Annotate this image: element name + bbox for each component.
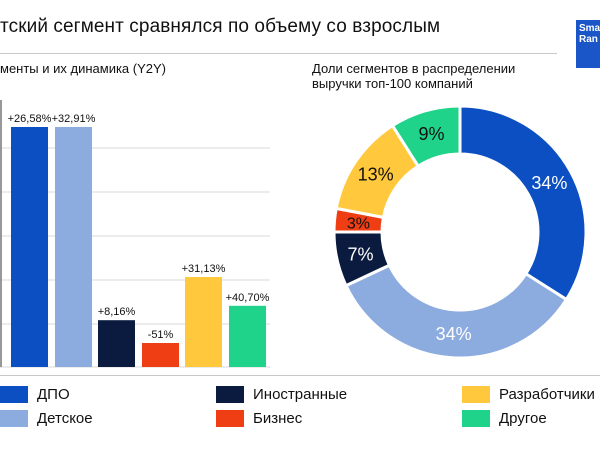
legend-label: Разработчики xyxy=(499,386,595,403)
bar-value-label: +26,58% xyxy=(8,113,52,125)
legend-swatch xyxy=(216,386,244,403)
title-divider xyxy=(0,53,557,54)
donut-slice-label: 9% xyxy=(419,124,445,144)
bar-value-label: +32,91% xyxy=(52,113,96,125)
bar-4 xyxy=(142,343,179,367)
bar-value-label: +31,13% xyxy=(182,263,226,275)
bar-1 xyxy=(11,127,48,367)
legend-label: Другое xyxy=(499,410,547,427)
bar-6 xyxy=(229,305,266,367)
legend-item: ДПО xyxy=(0,386,70,403)
legend-swatch xyxy=(462,410,490,427)
donut-slice-label: 7% xyxy=(347,244,373,264)
legend-label: Иностранные xyxy=(253,386,348,403)
legend-item: Разработчики xyxy=(462,386,595,403)
donut-subtitle-line-1: Доли сегментов в распределении xyxy=(312,61,516,76)
donut-slice-label: 13% xyxy=(358,165,394,185)
legend-label: ДПО xyxy=(37,386,70,403)
bar-chart: +26,58% +32,91% +8,16% -51% +31,13% +40,70% xyxy=(0,100,270,368)
legend-item: Иностранные xyxy=(216,386,347,403)
legend-divider xyxy=(0,375,600,376)
donut-slice-2 xyxy=(343,263,569,360)
legend-item: Бизнес xyxy=(216,410,302,427)
bar-chart-subtitle: менты и их динамика (Y2Y) xyxy=(0,61,167,76)
donut-slice-label: 34% xyxy=(531,173,567,193)
donut-slice-label: 34% xyxy=(436,324,472,344)
logo-line-2: Ran xyxy=(579,34,598,45)
bar-5 xyxy=(185,277,222,367)
legend-swatch xyxy=(0,410,28,427)
brand-logo: Sma Ran xyxy=(576,20,600,68)
donut-slice-1 xyxy=(458,104,588,302)
donut-slice-label: 3% xyxy=(347,215,370,232)
legend-label: Детское xyxy=(37,410,93,427)
legend-label: Бизнес xyxy=(253,410,303,427)
donut-chart-subtitle: Доли сегментов в распределении выручки т… xyxy=(312,61,515,91)
legend-item: Другое xyxy=(462,410,547,427)
legend-swatch xyxy=(216,410,244,427)
donut-chart: 34% 34% 7% 3% 13% 9% xyxy=(332,104,588,360)
bar-value-label: -51% xyxy=(148,329,174,341)
donut-slice-6 xyxy=(390,104,462,169)
bar-3 xyxy=(98,320,135,367)
page-title: тский сегмент сравнялся по объему со взр… xyxy=(0,16,441,37)
legend-swatch xyxy=(462,386,490,403)
bar-2 xyxy=(55,127,92,367)
legend-swatch xyxy=(0,386,28,403)
donut-subtitle-line-2: выручки топ-100 компаний xyxy=(312,76,473,91)
logo-line-1: Sma xyxy=(579,23,600,34)
bar-value-label: +40,70% xyxy=(226,292,270,304)
bar-value-label: +8,16% xyxy=(98,306,136,318)
legend-item: Детское xyxy=(0,410,93,427)
